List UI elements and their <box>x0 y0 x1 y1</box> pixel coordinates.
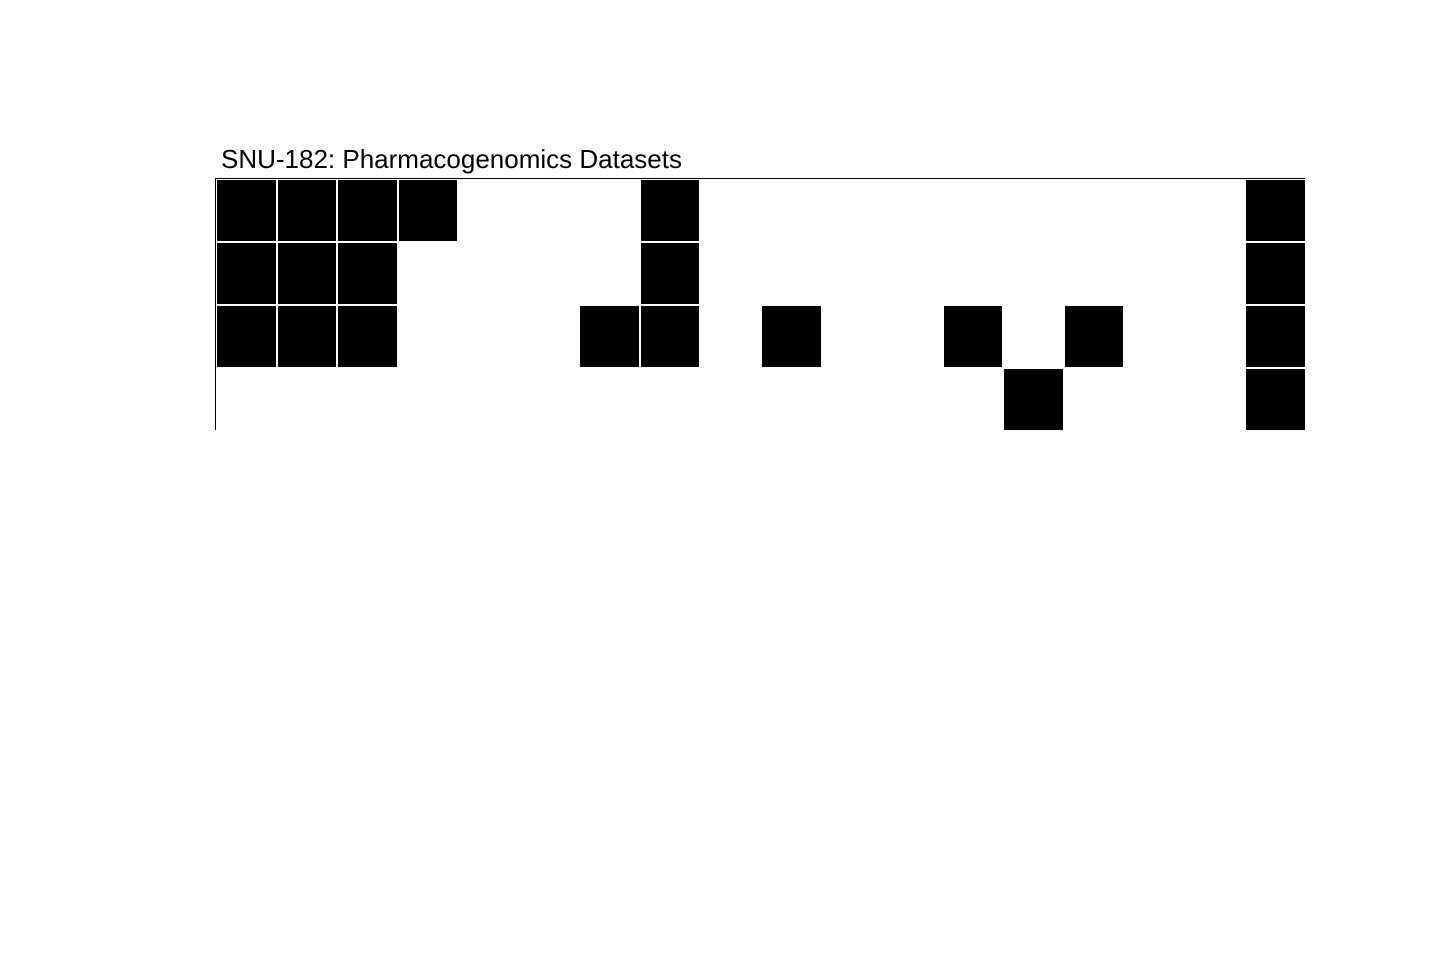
heatmap-cell <box>1003 368 1064 431</box>
heatmap-cell <box>761 242 822 305</box>
heatmap-cell <box>943 368 1004 431</box>
heatmap-cell <box>1185 179 1246 242</box>
heatmap-cell <box>1003 242 1064 305</box>
heatmap-cell <box>943 305 1004 368</box>
heatmap-cell <box>1185 305 1246 368</box>
heatmap-cell <box>822 179 883 242</box>
plot-area <box>215 178 1305 430</box>
heatmap-cell <box>1064 179 1125 242</box>
heatmap-cell <box>1124 242 1185 305</box>
heatmap-cell <box>398 242 459 305</box>
heatmap-cell <box>519 305 580 368</box>
heatmap-cell <box>1124 368 1185 431</box>
heatmap-cell <box>761 179 822 242</box>
heatmap-cell <box>1064 305 1125 368</box>
heatmap-cell <box>640 179 701 242</box>
heatmap-cell <box>822 368 883 431</box>
heatmap-cell <box>277 305 338 368</box>
heatmap-cell <box>277 368 338 431</box>
heatmap-cell <box>398 305 459 368</box>
heatmap-cell <box>882 368 943 431</box>
heatmap-cell <box>1245 305 1306 368</box>
heatmap-cell <box>337 242 398 305</box>
heatmap-cell <box>398 368 459 431</box>
heatmap-cell <box>458 305 519 368</box>
heatmap-cell <box>882 179 943 242</box>
heatmap-cell <box>943 179 1004 242</box>
heatmap-cell <box>579 179 640 242</box>
heatmap-cell <box>579 242 640 305</box>
heatmap-cell <box>1245 179 1306 242</box>
heatmap-cell <box>1064 242 1125 305</box>
heatmap-cell <box>1003 179 1064 242</box>
heatmap-cell <box>337 368 398 431</box>
heatmap-cell <box>1124 305 1185 368</box>
heatmap-cell <box>277 242 338 305</box>
heatmap-cell <box>761 305 822 368</box>
heatmap-cell <box>398 179 459 242</box>
heatmap-cell <box>519 368 580 431</box>
heatmap-cell <box>761 368 822 431</box>
heatmap-cell <box>216 242 277 305</box>
heatmap-cell <box>640 368 701 431</box>
heatmap-cell <box>337 179 398 242</box>
heatmap-cell <box>337 305 398 368</box>
heatmap-cell <box>700 242 761 305</box>
heatmap-cell <box>1245 242 1306 305</box>
heatmap-cell <box>458 368 519 431</box>
heatmap-cell <box>700 305 761 368</box>
heatmap-cell <box>579 368 640 431</box>
heatmap-cell <box>882 242 943 305</box>
heatmap-cell <box>1185 242 1246 305</box>
heatmap-cell <box>640 242 701 305</box>
heatmap-cell <box>640 305 701 368</box>
heatmap-cell <box>1245 368 1306 431</box>
heatmap-cell <box>216 368 277 431</box>
heatmap-cell <box>882 305 943 368</box>
heatmap-cell <box>822 242 883 305</box>
heatmap-cell <box>822 305 883 368</box>
heatmap-cell <box>458 242 519 305</box>
heatmap-cell <box>1185 368 1246 431</box>
heatmap-cell <box>579 305 640 368</box>
heatmap-cell <box>519 242 580 305</box>
heatmap-cell <box>1003 305 1064 368</box>
chart-title: SNU-182: Pharmacogenomics Datasets <box>221 144 682 175</box>
heatmap-cell <box>943 242 1004 305</box>
heatmap-cell <box>216 179 277 242</box>
heatmap-cell <box>1064 368 1125 431</box>
heatmap-cell <box>216 305 277 368</box>
heatmap-cell <box>277 179 338 242</box>
heatmap-cell <box>519 179 580 242</box>
heatmap-cell <box>700 368 761 431</box>
heatmap-cell <box>700 179 761 242</box>
heatmap-cell <box>458 179 519 242</box>
heatmap-cell <box>1124 179 1185 242</box>
